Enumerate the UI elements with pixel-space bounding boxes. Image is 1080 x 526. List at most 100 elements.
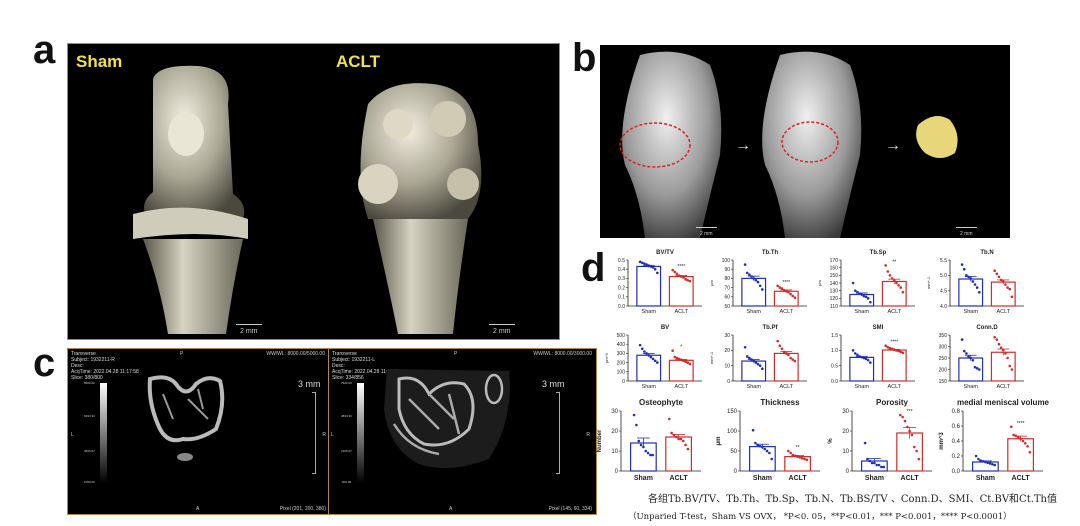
bar-chart-tb-n: Tb.N mm^-1 4.0 4.5 5.0 5.5 Sham ACLT (926, 250, 1024, 315)
data-point (677, 437, 680, 441)
sham-knee (133, 65, 248, 334)
bar-aclt (773, 352, 799, 382)
significance-label: * (680, 345, 682, 351)
colorbar-label: 2166.67 (341, 449, 352, 453)
colorbar-label: 7500.00 (341, 381, 352, 385)
data-point (984, 460, 987, 464)
y-tick-label: 50 (730, 449, 737, 455)
data-point (978, 368, 981, 371)
data-point (786, 449, 790, 453)
y-tick-label: 110 (830, 304, 838, 310)
data-point (864, 295, 868, 299)
data-point (967, 355, 970, 359)
data-point (895, 281, 898, 285)
ct-slice-sham: Transverse Subject: 1932211-R Desc: AcqT… (68, 349, 329, 514)
data-point (688, 362, 692, 366)
data-point (656, 361, 659, 364)
y-tick-label: 50 (724, 304, 730, 310)
data-point (868, 459, 872, 463)
y-tick-label: 0 (846, 469, 850, 475)
data-point (754, 441, 757, 445)
data-point (988, 462, 992, 465)
data-point (901, 351, 905, 355)
y-tick-label: 4.0 (940, 304, 947, 310)
scale-bar-2: 2 mm (956, 227, 976, 237)
y-tick-label: 0.1 (618, 295, 625, 301)
data-point (908, 429, 911, 433)
y-tick-label: 0.0 (952, 469, 961, 475)
scale-bar-1: 2 mm (696, 227, 716, 237)
data-point (993, 463, 997, 467)
y-tick-label: 10 (611, 449, 618, 455)
data-point (869, 300, 872, 304)
segmentation-renders: → → (619, 51, 958, 238)
data-point (903, 419, 907, 423)
data-point (761, 288, 764, 291)
data-point (882, 465, 886, 469)
data-point (686, 361, 690, 364)
data-point (789, 292, 792, 296)
chart-title: SMI (873, 325, 884, 331)
y-tick-label: 100 (617, 370, 626, 376)
scale-label: 3 mm (542, 379, 565, 389)
bar-chart-tb-th: Tb.Th μm 50 60 70 80 90 100 Sham ACLT **** (709, 250, 807, 315)
y-axis-label: Number (597, 429, 603, 452)
y-axis-label: % (828, 438, 834, 444)
data-point (647, 264, 651, 267)
x-tick-label: Sham (642, 309, 657, 315)
data-point (1004, 283, 1007, 286)
y-tick-label: 0 (622, 379, 625, 385)
x-tick-label: Sham (855, 309, 870, 315)
bar-chart-smi: SMI 0.0 0.5 1.0 1.5 Sham ACLT **** (831, 325, 915, 390)
data-point (651, 357, 655, 361)
data-point (863, 441, 867, 445)
y-tick-label: 0.0 (831, 379, 838, 385)
significance-label: ** (892, 259, 896, 265)
data-point (901, 290, 905, 294)
data-point (653, 267, 657, 271)
grayscale-colorbar (357, 383, 364, 483)
x-tick-label: ACLT (1012, 475, 1031, 482)
data-point (875, 463, 879, 467)
data-point (684, 360, 687, 363)
data-point (999, 278, 1003, 282)
caption-line-2: （Unparied T-test，Sham VS OVX， *P<0. 05，*… (628, 512, 1012, 522)
y-tick-label: 10 (842, 449, 849, 455)
data-point (890, 277, 894, 280)
y-tick-label: 0.5 (831, 363, 838, 369)
colorbar-label: -500.00 (341, 480, 352, 484)
y-tick-label: 0.3 (618, 276, 625, 282)
y-axis-label: μm^3 (604, 352, 609, 363)
data-point (1016, 435, 1020, 439)
data-point (684, 443, 687, 447)
data-point (892, 279, 896, 282)
data-point (748, 356, 751, 360)
data-point (682, 276, 685, 279)
y-tick-label: 200 (617, 360, 626, 366)
y-tick-label: 20 (842, 429, 849, 435)
panel-c-ct-slices: Transverse Subject: 1932211-R Desc: AcqT… (67, 348, 597, 515)
y-tick-label: 140 (830, 281, 839, 287)
x-tick-label: ACLT (674, 309, 688, 315)
bar-aclt (881, 280, 907, 307)
data-point (776, 339, 779, 343)
chart-title: BV/TV (656, 250, 674, 256)
panel-label-a: a (33, 28, 56, 72)
data-point (770, 457, 774, 461)
data-point (969, 356, 973, 360)
bar-sham (636, 354, 662, 382)
data-point (679, 358, 683, 362)
chart-title: Osteophyte (639, 398, 684, 407)
data-point (993, 336, 996, 339)
bar-chart-thickness: Thickness μm 0 50 100 150 Sham ACLT ** (716, 398, 820, 482)
data-point (1010, 295, 1014, 299)
y-tick-label: 200 (939, 367, 948, 373)
y-tick-label: 130 (830, 288, 839, 294)
data-point (974, 454, 978, 458)
data-point (880, 465, 883, 469)
orientation-bottom: A (196, 506, 200, 512)
data-point (677, 357, 681, 361)
ct-slice-aclt: Transverse Subject: 1932211-L Desc: AcqT… (329, 349, 596, 514)
data-point (675, 272, 679, 276)
data-point (890, 347, 894, 351)
